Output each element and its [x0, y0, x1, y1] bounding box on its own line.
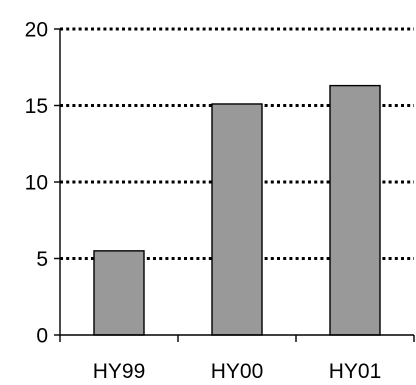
y-tick-label-15: 15: [25, 95, 48, 118]
y-tick-label-20: 20: [25, 19, 48, 42]
x-tick-label-HY01: HY01: [329, 360, 382, 383]
y-tick-label-10: 10: [25, 172, 48, 195]
y-tick-label-5: 5: [36, 248, 48, 271]
bar-HY99: [93, 250, 145, 336]
y-axis-ticks: 0 5 10 15 20: [25, 19, 60, 348]
x-tick-label-HY00: HY00: [211, 360, 264, 383]
bar-HY00: [211, 103, 263, 336]
x-tick-label-HY99: HY99: [93, 360, 146, 383]
bar-HY01: [329, 84, 381, 336]
y-tick-label-0: 0: [36, 325, 48, 348]
bars: [93, 84, 381, 336]
x-axis-ticks: HY99 HY00 HY01: [59, 335, 415, 383]
